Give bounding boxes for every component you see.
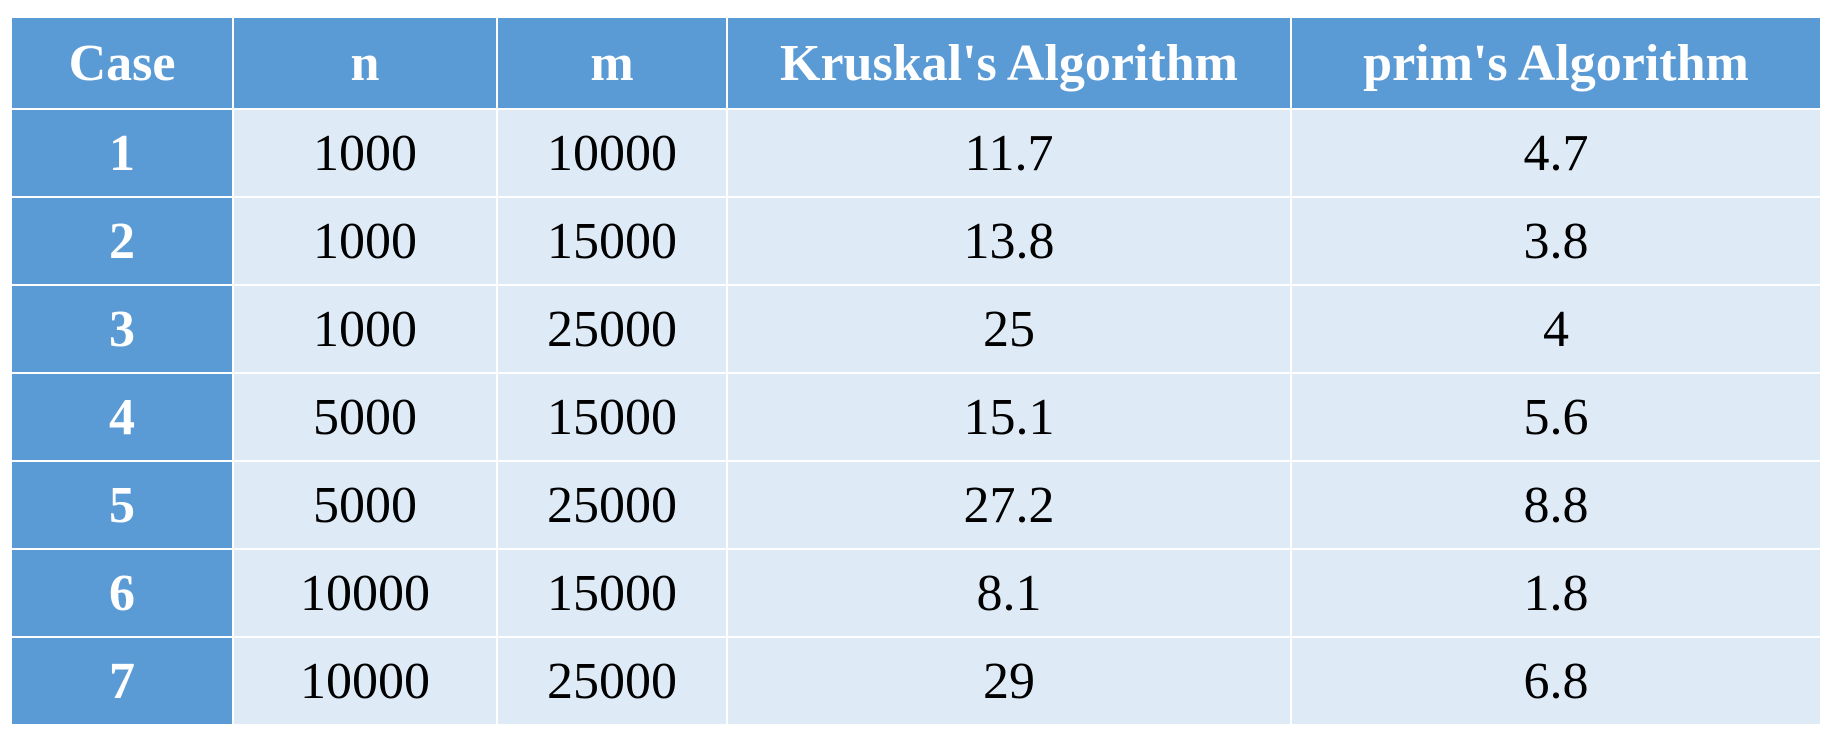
prim-cell: 8.8 [1290, 460, 1822, 550]
column-header-case: Case [10, 16, 234, 110]
m-cell: 25000 [496, 460, 728, 550]
case-cell: 2 [10, 196, 234, 286]
m-cell: 25000 [496, 636, 728, 726]
table-row: 6 10000 15000 8.1 1.8 [10, 548, 1822, 638]
m-cell: 15000 [496, 548, 728, 638]
prim-cell: 3.8 [1290, 196, 1822, 286]
n-cell: 1000 [232, 284, 498, 374]
case-cell: 4 [10, 372, 234, 462]
n-cell: 10000 [232, 548, 498, 638]
m-cell: 15000 [496, 196, 728, 286]
kruskal-cell: 8.1 [726, 548, 1292, 638]
table-row: 7 10000 25000 29 6.8 [10, 636, 1822, 726]
case-cell: 7 [10, 636, 234, 726]
column-header-kruskal: Kruskal's Algorithm [726, 16, 1292, 110]
prim-cell: 6.8 [1290, 636, 1822, 726]
column-header-m: m [496, 16, 728, 110]
table-header-row: Case n m Kruskal's Algorithm prim's Algo… [10, 16, 1822, 110]
m-cell: 10000 [496, 108, 728, 198]
kruskal-cell: 25 [726, 284, 1292, 374]
kruskal-cell: 11.7 [726, 108, 1292, 198]
n-cell: 1000 [232, 196, 498, 286]
table-row: 4 5000 15000 15.1 5.6 [10, 372, 1822, 462]
case-cell: 6 [10, 548, 234, 638]
m-cell: 15000 [496, 372, 728, 462]
m-cell: 25000 [496, 284, 728, 374]
prim-cell: 5.6 [1290, 372, 1822, 462]
table-row: 3 1000 25000 25 4 [10, 284, 1822, 374]
case-cell: 3 [10, 284, 234, 374]
n-cell: 5000 [232, 372, 498, 462]
kruskal-cell: 29 [726, 636, 1292, 726]
n-cell: 5000 [232, 460, 498, 550]
prim-cell: 4.7 [1290, 108, 1822, 198]
prim-cell: 4 [1290, 284, 1822, 374]
table-row: 1 1000 10000 11.7 4.7 [10, 108, 1822, 198]
case-cell: 5 [10, 460, 234, 550]
case-cell: 1 [10, 108, 234, 198]
kruskal-cell: 27.2 [726, 460, 1292, 550]
column-header-prim: prim's Algorithm [1290, 16, 1822, 110]
kruskal-cell: 13.8 [726, 196, 1292, 286]
prim-cell: 1.8 [1290, 548, 1822, 638]
kruskal-cell: 15.1 [726, 372, 1292, 462]
results-table: Case n m Kruskal's Algorithm prim's Algo… [10, 16, 1822, 726]
column-header-n: n [232, 16, 498, 110]
table-row: 2 1000 15000 13.8 3.8 [10, 196, 1822, 286]
n-cell: 1000 [232, 108, 498, 198]
table-row: 5 5000 25000 27.2 8.8 [10, 460, 1822, 550]
n-cell: 10000 [232, 636, 498, 726]
